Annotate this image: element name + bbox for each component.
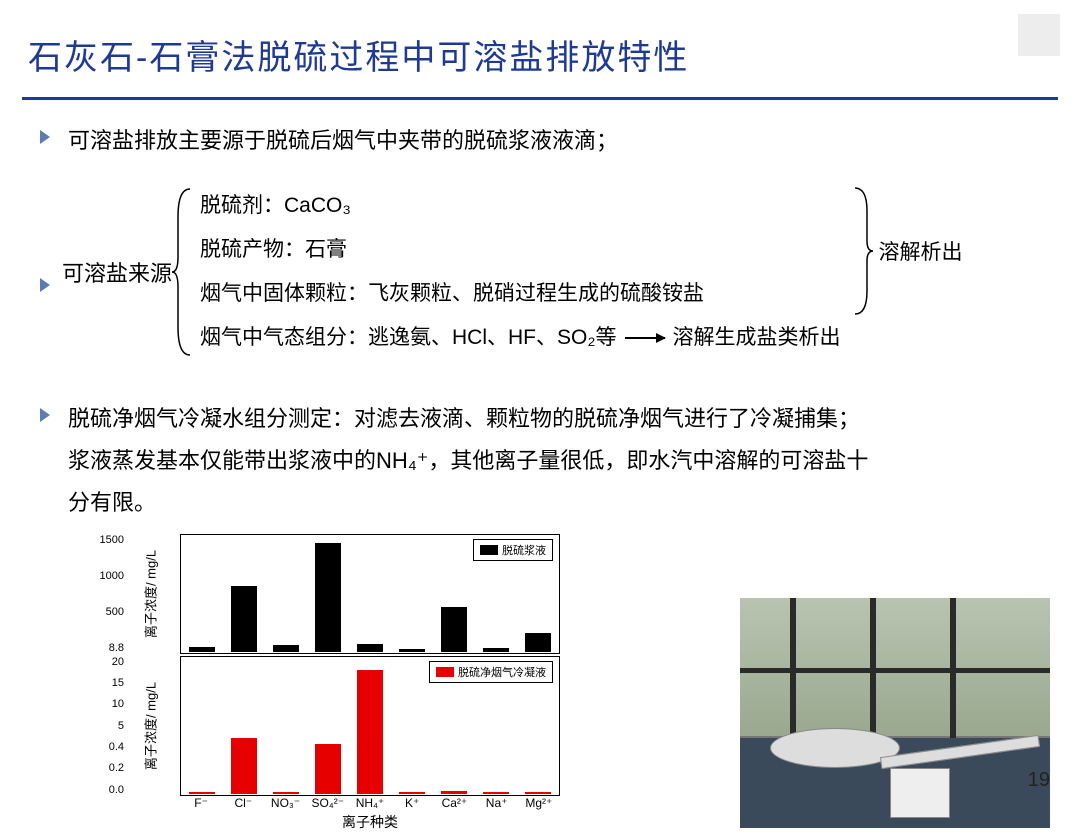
bar [189,792,214,794]
bullet-3-text: 脱硫净烟气冷凝水组分测定：对滤去液滴、颗粒物的脱硫净烟气进行了冷凝捕集； 浆液蒸… [68,398,868,523]
right-brace-label: 溶解析出 [879,236,963,266]
bar-slot [433,536,475,652]
arrow-icon [625,337,665,339]
source-list: 脱硫剂：CaCO₃ 脱硫产物：石膏 烟气中固体颗粒：飞灰颗粒、脱硝过程生成的硫酸… [200,184,840,360]
bar-slot [307,536,349,652]
source-line-1: 脱硫剂：CaCO₃ [200,184,840,228]
xtick-label: F⁻ [180,796,222,810]
bar [315,744,340,793]
photo-equipment [890,768,950,818]
bar [273,645,298,652]
bar-slot [391,536,433,652]
xtick-label: Mg²⁺ [518,796,560,810]
bar-slot [307,658,349,794]
bar-slot [433,658,475,794]
bullet-2: 可溶盐来源 脱硫剂：CaCO₃ 脱硫产物：石膏 烟气中固体颗粒：飞灰颗粒、脱硝过… [40,180,1050,380]
source-label: 可溶盐来源 [62,256,172,288]
xtick-label: NH₄⁺ [349,796,391,810]
bar [231,586,256,651]
chart-bot: 脱硫净烟气冷凝液 [180,656,560,796]
arrow-result: 溶解生成盐类析出 [673,316,841,360]
xtick-label: Cl⁻ [222,796,264,810]
chart-bot-ylabel: 离子浓度/ mg/L [141,682,160,770]
bullet-1-text: 可溶盐排放主要源于脱硫后烟气中夹带的脱硫浆液液滴； [68,120,618,162]
right-brace-group: 溶解析出 [851,186,963,316]
bar [315,543,340,652]
charts-row: 离子浓度/ mg/L 1500 1000 500 8.8 脱硫浆液 离子 [130,534,1050,832]
bar-slot [181,658,223,794]
source-line-2: 脱硫产物：石膏 [200,228,840,272]
chart-xticks: F⁻Cl⁻NO₃⁻SO₄²⁻NH₄⁺K⁺Ca²⁺Na⁺Mg²⁺ [180,796,560,810]
bar [525,792,550,794]
chart-top-bars [181,536,559,652]
bar-slot [517,658,559,794]
chart-top-ylabel: 离子浓度/ mg/L [141,550,160,638]
bar-slot [223,536,265,652]
bar-slot [265,536,307,652]
chart-top-yticks: 1500 1000 500 8.8 [84,534,128,654]
bar [357,670,382,794]
source-block: 可溶盐来源 脱硫剂：CaCO₃ 脱硫产物：石膏 烟气中固体颗粒：飞灰颗粒、脱硝过… [68,184,963,360]
bar-slot [181,536,223,652]
xtick-label: NO₃⁻ [264,796,306,810]
corner-decoration [1018,14,1060,56]
bar [399,649,424,651]
bullet-icon [40,130,50,144]
left-brace-icon [172,187,194,357]
bar [231,738,256,794]
chart-bot-bars [181,658,559,794]
bullet-icon [40,278,50,292]
chart-top: 脱硫浆液 [180,534,560,654]
bar-slot [475,658,517,794]
source-line-3: 烟气中固体颗粒：飞灰颗粒、脱硝过程生成的硫酸铵盐 [200,272,840,316]
chart-stack: 离子浓度/ mg/L 1500 1000 500 8.8 脱硫浆液 离子 [130,534,560,832]
bullet-1: 可溶盐排放主要源于脱硫后烟气中夹带的脱硫浆液液滴； [40,120,1050,162]
right-brace-icon [851,186,873,316]
bar [483,648,508,652]
bullet-icon [40,408,50,422]
bar-slot [475,536,517,652]
bar [273,792,298,794]
bar-slot [223,658,265,794]
slide-title: 石灰石-石膏法脱硫过程中可溶盐排放特性 [0,0,1080,89]
bar-slot [517,536,559,652]
bullet-3: 脱硫净烟气冷凝水组分测定：对滤去液滴、颗粒物的脱硫净烟气进行了冷凝捕集； 浆液蒸… [40,398,1050,523]
bar [189,647,214,652]
page-number: 19 [1028,769,1050,792]
chart-bot-yticks: 20 15 10 5 0.4 0.2 0.0 [90,656,128,796]
chart-xlabel: 离子种类 [180,812,560,832]
bar [525,633,550,652]
bar [441,607,466,652]
bar [357,644,382,652]
bar-slot [265,658,307,794]
content-area: 可溶盐排放主要源于脱硫后烟气中夹带的脱硫浆液液滴； 可溶盐来源 脱硫剂：CaCO… [0,100,1080,832]
bar [399,792,424,794]
bar-slot [349,658,391,794]
bar [441,791,466,793]
source-line-4: 烟气中气态组分：逃逸氨、HCl、HF、SO₂等 溶解生成盐类析出 [200,316,840,360]
bar-slot [349,536,391,652]
lab-photo [740,598,1050,828]
xtick-label: Ca²⁺ [433,796,475,810]
bar [483,792,508,794]
bar-slot [391,658,433,794]
xtick-label: Na⁺ [476,796,518,810]
xtick-label: K⁺ [391,796,433,810]
xtick-label: SO₄²⁻ [307,796,349,810]
